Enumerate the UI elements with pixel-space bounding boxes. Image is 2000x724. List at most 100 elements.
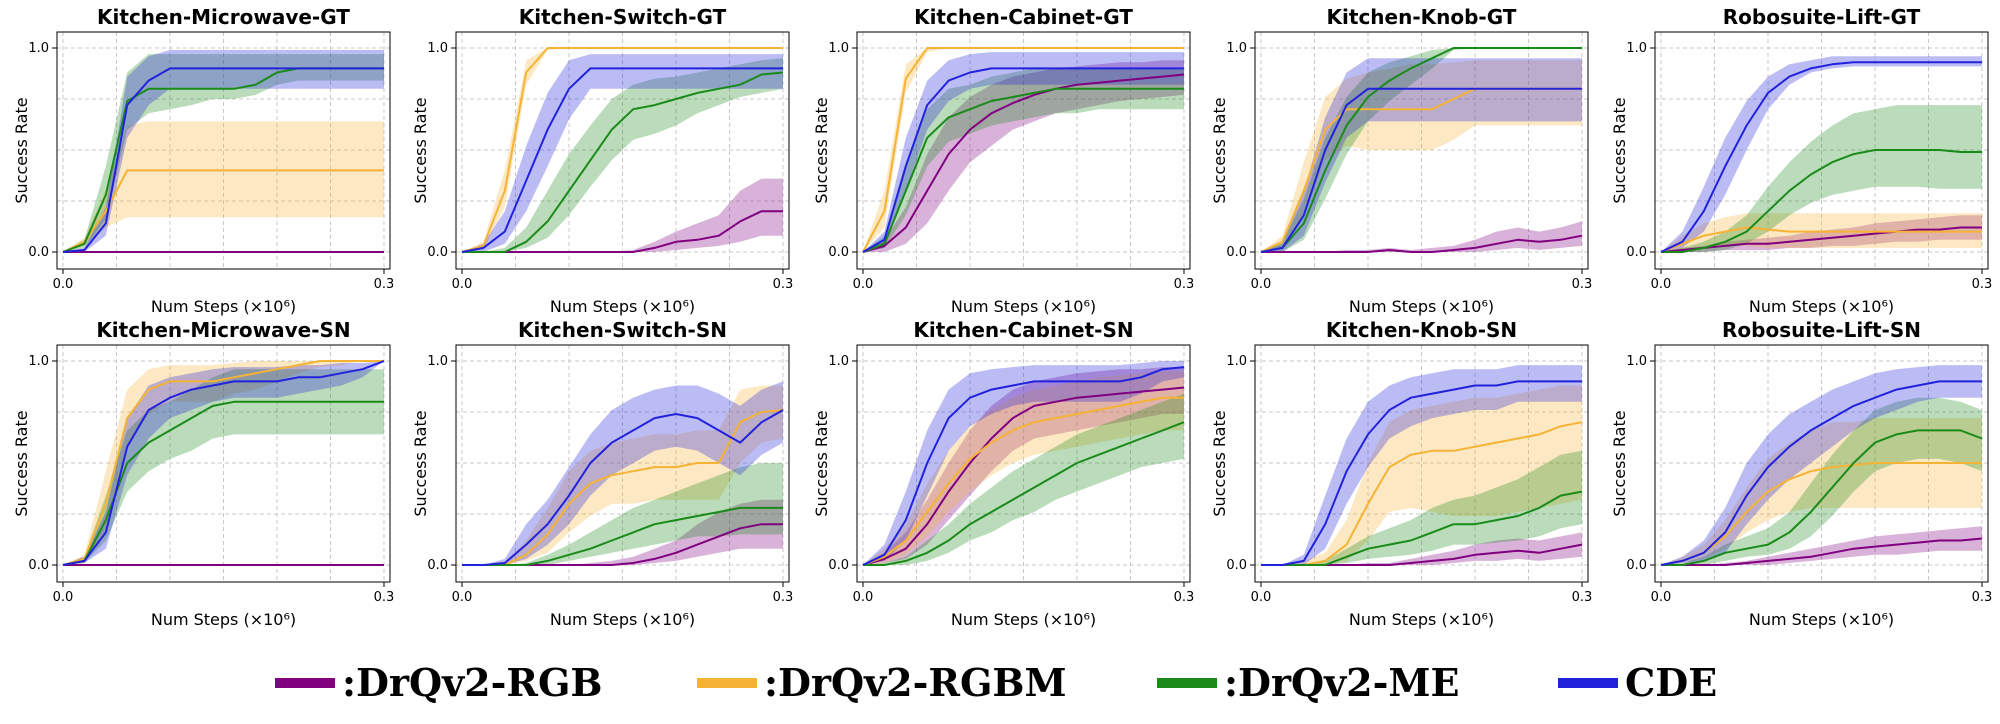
line-drqv2-rgb — [862, 73, 1185, 253]
gridlines — [857, 345, 1190, 582]
band-drqv2-me — [1661, 105, 1982, 252]
line-cde — [862, 67, 1184, 253]
x-tick-label: 0.3 — [1174, 590, 1195, 605]
x-axis-label: Num Steps (×10⁶) — [1349, 297, 1494, 316]
legend-label: CDE — [1625, 660, 1717, 705]
line-cde — [1260, 87, 1582, 253]
axes-frame — [1654, 31, 1989, 270]
subplot-title: Kitchen-Switch-SN — [518, 318, 727, 342]
y-tick-label: 1.0 — [828, 41, 849, 56]
y-tick-label: 0.0 — [1626, 245, 1647, 260]
y-tick-label: 0.0 — [28, 558, 49, 573]
y-axis-label: Success Rate — [812, 410, 831, 516]
subplot-title: Kitchen-Switch-GT — [519, 5, 727, 29]
line-drqv2-rgb — [862, 386, 1185, 566]
subplot-kitchen-cabinet-sn: Kitchen-Cabinet-SN 0.0 1.0 0.0 0.3 Num Steps … — [812, 318, 1194, 629]
band-drqv2-me — [1261, 450, 1582, 565]
x-axis-label: Num Steps (×10⁶) — [1749, 610, 1894, 629]
line-drqv2-rgbm — [862, 396, 1184, 566]
band-drqv2-rgbm — [1661, 418, 1982, 565]
line-drqv2-rgbm — [862, 47, 1184, 253]
band-cde — [863, 52, 1184, 252]
legend-swatch — [1558, 678, 1618, 688]
band-drqv2-rgbm — [462, 385, 783, 565]
y-tick-label: 0.0 — [828, 558, 849, 573]
line-drqv2-me — [863, 421, 1185, 566]
subplot-kitchen-microwave-gt: Kitchen-Microwave-GT 0.0 1.0 0.0 0.3 Num Step… — [12, 5, 394, 316]
band-drqv2-me — [462, 58, 783, 253]
y-axis-label: Success Rate — [812, 97, 831, 203]
band-drqv2-me — [462, 463, 783, 565]
x-tick-label: 0.0 — [1251, 590, 1272, 605]
x-axis-label: Num Steps (×10⁶) — [951, 610, 1096, 629]
y-axis-label: Success Rate — [1610, 410, 1629, 516]
y-tick-label: 1.0 — [1626, 354, 1647, 369]
legend-entry-cde: CDE — [1558, 660, 1717, 705]
line-drqv2-me — [462, 71, 784, 253]
x-tick-label: 0.3 — [374, 590, 395, 605]
y-tick-label: 1.0 — [427, 354, 448, 369]
y-tick-label: 1.0 — [427, 41, 448, 56]
band-cde — [863, 361, 1184, 565]
axes-frame — [856, 344, 1191, 583]
gridlines — [57, 32, 390, 269]
band-drqv2-rgbm — [63, 121, 384, 253]
x-axis-label: Num Steps (×10⁶) — [550, 297, 695, 316]
legend-entry-rgbm: :DrQv2-RGBM — [697, 660, 1067, 705]
y-axis-label: Success Rate — [1610, 97, 1629, 203]
band-drqv2-rgbm — [1261, 60, 1582, 253]
band-drqv2-rgb — [462, 178, 783, 252]
y-tick-label: 1.0 — [1626, 41, 1647, 56]
band-cde — [1661, 56, 1982, 253]
subplot-title: Robosuite-Lift-SN — [1722, 318, 1921, 342]
line-cde — [62, 67, 384, 253]
band-cde — [1261, 58, 1582, 253]
y-tick-label: 0.0 — [1626, 558, 1647, 573]
band-drqv2-rgbm — [1261, 385, 1582, 565]
axes-frame — [56, 31, 391, 270]
x-tick-label: 0.0 — [53, 590, 74, 605]
y-axis-label: Success Rate — [411, 97, 430, 203]
line-drqv2-me — [462, 506, 783, 566]
legend-entry-rgb: :DrQv2-RGB — [275, 660, 603, 705]
band-drqv2-me — [863, 393, 1184, 565]
x-axis-label: Num Steps (×10⁶) — [151, 610, 296, 629]
subplot-title: Kitchen-Microwave-GT — [97, 5, 350, 29]
band-cde — [462, 381, 783, 565]
band-cde — [462, 54, 783, 252]
band-cde — [1661, 365, 1982, 565]
band-drqv2-me — [1661, 397, 1982, 565]
subplot-title: Kitchen-Microwave-SN — [96, 318, 350, 342]
legend-label: :DrQv2-RGBM — [764, 660, 1067, 705]
subplot-title: Kitchen-Knob-SN — [1326, 318, 1517, 342]
y-tick-label: 0.0 — [1226, 558, 1247, 573]
x-tick-label: 0.3 — [1174, 277, 1195, 292]
subplot-robosuite-lift-gt: Robosuite-Lift-GT 0.0 1.0 0.0 0.3 Num Steps (… — [1610, 5, 1992, 316]
line-drqv2-rgbm — [1660, 462, 1982, 566]
x-tick-label: 0.3 — [773, 277, 794, 292]
band-drqv2-rgbm — [863, 371, 1184, 565]
x-tick-label: 0.3 — [1972, 590, 1993, 605]
band-drqv2-rgb — [1261, 221, 1582, 252]
y-tick-label: 1.0 — [828, 354, 849, 369]
line-cde — [1261, 380, 1582, 566]
legend-swatch — [1157, 678, 1217, 688]
line-cde — [461, 67, 783, 253]
x-axis-label: Num Steps (×10⁶) — [1349, 610, 1494, 629]
x-tick-label: 0.3 — [374, 277, 395, 292]
legend-entry-me: :DrQv2-ME — [1157, 660, 1459, 705]
x-axis-label: Num Steps (×10⁶) — [151, 297, 296, 316]
axes-frame — [455, 31, 790, 270]
axes-frame — [1254, 344, 1589, 583]
subplot-kitchen-switch-sn: Kitchen-Switch-SN 0.0 1.0 0.0 0.3 Num Steps (… — [411, 318, 793, 629]
y-tick-label: 1.0 — [28, 41, 49, 56]
subplot-kitchen-knob-gt: Kitchen-Knob-GT 0.0 1.0 0.0 0.3 Num Steps (×1… — [1210, 5, 1592, 316]
line-drqv2-rgbm — [461, 47, 783, 253]
y-axis-label: Success Rate — [12, 410, 31, 516]
line-drqv2-rgb — [1261, 234, 1583, 253]
band-drqv2-rgbm — [63, 361, 384, 565]
band-drqv2-rgb — [462, 499, 783, 565]
legend: :DrQv2-RGB :DrQv2-RGBM :DrQv2-ME CDE — [275, 660, 1717, 705]
band-cde — [63, 361, 384, 565]
subplot-robosuite-lift-sn: Robosuite-Lift-SN 0.0 1.0 0.0 0.3 Num Steps (… — [1610, 318, 1992, 629]
